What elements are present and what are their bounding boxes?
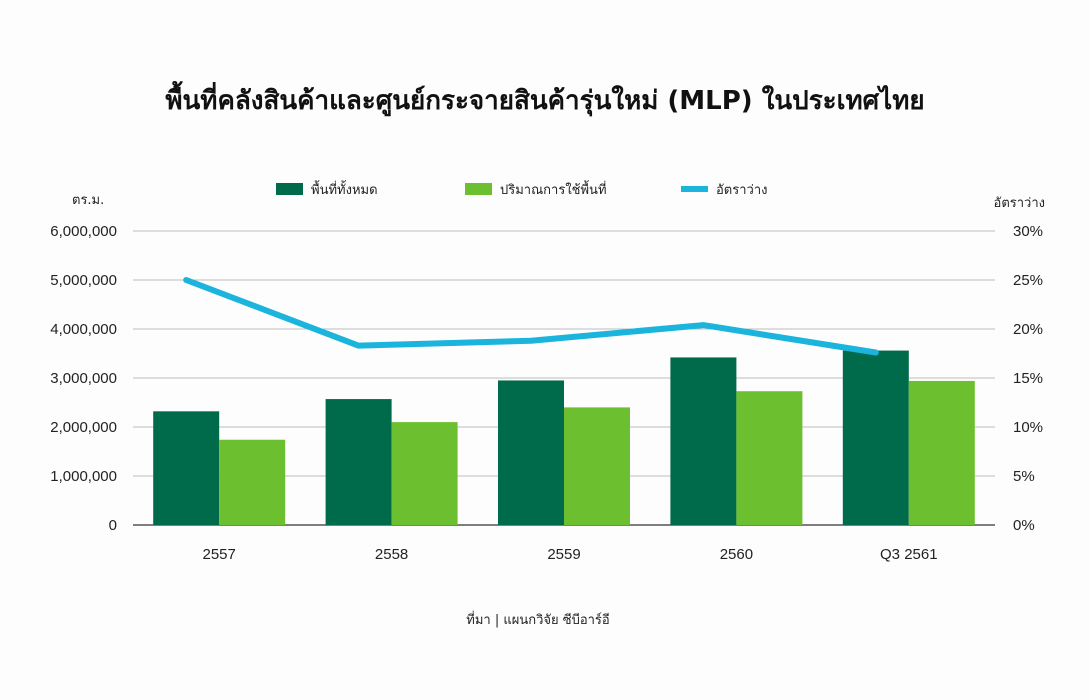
bar-total bbox=[498, 380, 564, 525]
y-tick-label-left: 4,000,000 bbox=[50, 321, 117, 338]
y-tick-label-left: 5,000,000 bbox=[50, 272, 117, 289]
y-axis-right-label: อัตราว่าง bbox=[994, 196, 1045, 211]
bars bbox=[153, 350, 975, 525]
vacancy-line-path bbox=[183, 277, 879, 356]
x-tick-label: 2557 bbox=[203, 546, 236, 563]
bar-occupied bbox=[908, 380, 975, 525]
legend-swatch-total bbox=[276, 183, 303, 195]
chart-title: พื้นที่คลังสินค้าและศูนย์กระจายสินค้ารุ่… bbox=[165, 80, 924, 117]
bar-total bbox=[842, 350, 909, 525]
bar-total bbox=[670, 357, 737, 525]
y-tick-label-right: 15% bbox=[1013, 370, 1043, 387]
bar-total bbox=[153, 411, 220, 525]
y-tick-label-left: 0 bbox=[109, 517, 117, 534]
y-tick-label-right: 20% bbox=[1013, 321, 1043, 338]
legend-label-occupied: ปริมาณการใช้พื้นที่ bbox=[500, 180, 607, 198]
y-axis-left: 0 1,000,000 2,000,000 3,000,000 4,000,000 5,0… bbox=[50, 223, 117, 534]
x-tick-label: 2560 bbox=[720, 546, 753, 563]
x-tick-label: 2558 bbox=[375, 546, 408, 563]
y-tick-label-right: 10% bbox=[1013, 419, 1043, 436]
x-tick-label: Q3 2561 bbox=[880, 546, 938, 563]
legend-label-total: พื้นที่ทั้งหมด bbox=[311, 180, 378, 198]
y-tick-label-right: 5% bbox=[1013, 468, 1035, 485]
y-axis-left-label: ตร.ม. bbox=[72, 193, 104, 208]
y-tick-label-right: 25% bbox=[1013, 272, 1043, 289]
vacancy-line bbox=[183, 277, 879, 356]
bar-occupied bbox=[564, 407, 630, 525]
legend-label-vacancy: อัตราว่าง bbox=[716, 183, 767, 198]
y-tick-label-right: 0% bbox=[1013, 517, 1035, 534]
y-tick-label-left: 6,000,000 bbox=[50, 223, 117, 240]
legend-swatch-occupied bbox=[465, 183, 492, 195]
y-tick-label-left: 1,000,000 bbox=[50, 468, 117, 485]
bar-occupied bbox=[391, 422, 458, 525]
bar-occupied bbox=[219, 439, 286, 525]
legend-swatch-vacancy bbox=[681, 186, 708, 192]
x-axis: 2557 2558 2559 2560 Q3 2561 bbox=[203, 546, 938, 563]
y-axis-right: 0% 5% 10% 15% 20% 25% 30% bbox=[1013, 223, 1043, 534]
y-tick-label-right: 30% bbox=[1013, 223, 1043, 240]
x-tick-label: 2559 bbox=[547, 546, 580, 563]
y-tick-label-left: 3,000,000 bbox=[50, 370, 117, 387]
bar-total bbox=[325, 399, 392, 525]
bar-occupied bbox=[736, 391, 803, 525]
y-tick-label-left: 2,000,000 bbox=[50, 419, 117, 436]
source-note: ที่มา | แผนกวิจัย ซีบีอาร์อี bbox=[466, 611, 609, 628]
legend: พื้นที่ทั้งหมด ปริมาณการใช้พื้นที่ อัตรา… bbox=[276, 180, 767, 198]
